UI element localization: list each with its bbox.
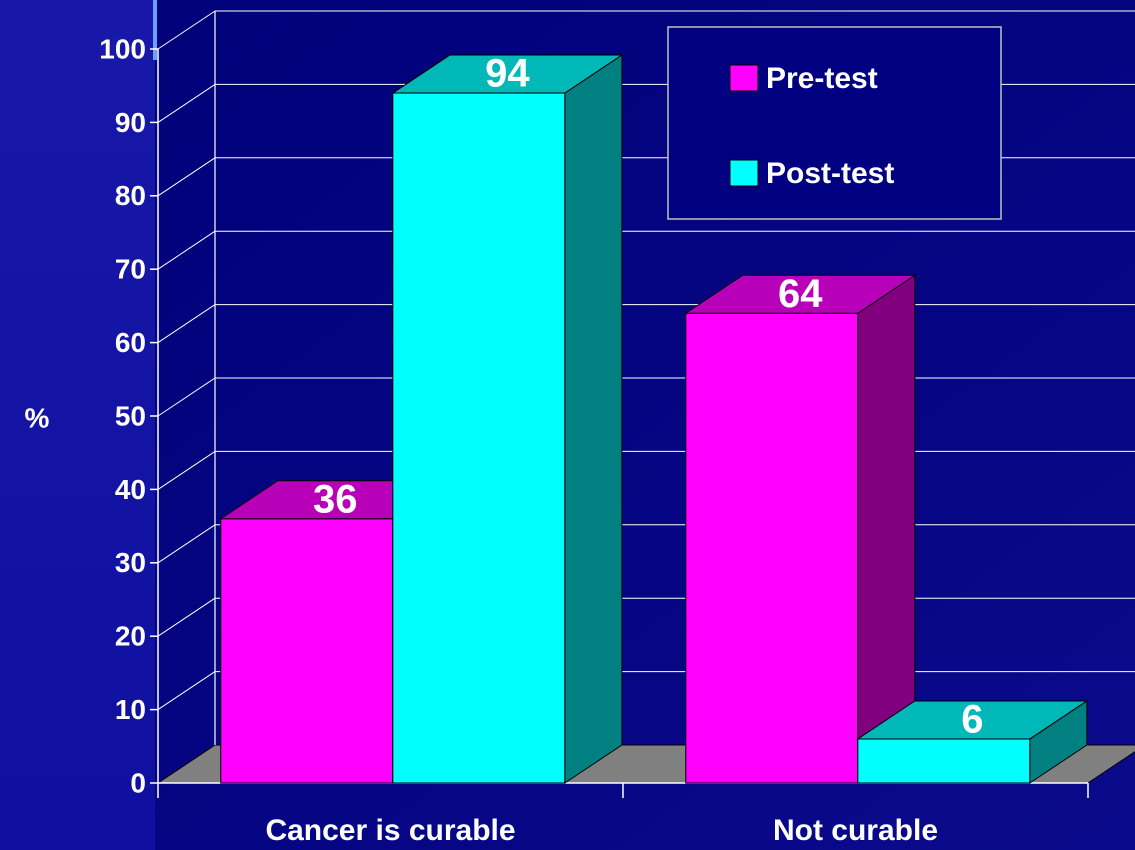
value-label: 36 (313, 477, 358, 521)
grid-line (157, 304, 216, 344)
side-strip (0, 0, 155, 850)
legend-label: Post-test (766, 157, 894, 190)
y-tick-label: 30 (115, 547, 146, 578)
legend-label: Pre-test (766, 62, 878, 95)
grid-line (157, 524, 216, 564)
y-tick-label: 20 (115, 621, 146, 652)
value-label: 64 (778, 272, 823, 316)
legend-swatch (729, 64, 759, 92)
y-axis-label: % (25, 402, 50, 433)
y-tick-label: 70 (115, 254, 146, 285)
bar-top (856, 700, 1089, 740)
bar-top (391, 54, 624, 94)
bar-front (392, 92, 566, 784)
bar-front (685, 312, 859, 784)
bar-front (857, 738, 1031, 784)
value-label: 94 (485, 52, 530, 96)
grid-line (157, 10, 216, 50)
value-label: 6 (961, 698, 983, 742)
y-tick-label: 60 (115, 327, 146, 358)
grid-line (157, 671, 216, 711)
grid-line (157, 597, 216, 637)
x-tick-label: Not curable (773, 814, 938, 847)
bar-front (220, 518, 394, 784)
grid-line (157, 230, 216, 270)
legend-swatch (729, 159, 759, 187)
y-tick-label: 80 (115, 180, 146, 211)
y-tick-label: 90 (115, 107, 146, 138)
y-tick-label: 40 (115, 474, 146, 505)
y-tick-label: 0 (130, 767, 146, 798)
legend-box (667, 26, 1002, 220)
grid-line (157, 377, 216, 417)
grid-line (157, 450, 216, 490)
y-tick-label: 100 (99, 33, 146, 64)
x-tick-label: Cancer is curable (265, 814, 515, 847)
bar-side (564, 54, 623, 784)
y-tick-label: 50 (115, 400, 146, 431)
grid-line (157, 157, 216, 197)
grid-line (157, 83, 216, 123)
accent-line (153, 0, 157, 60)
bar-top (684, 274, 917, 314)
y-tick-label: 10 (115, 694, 146, 725)
